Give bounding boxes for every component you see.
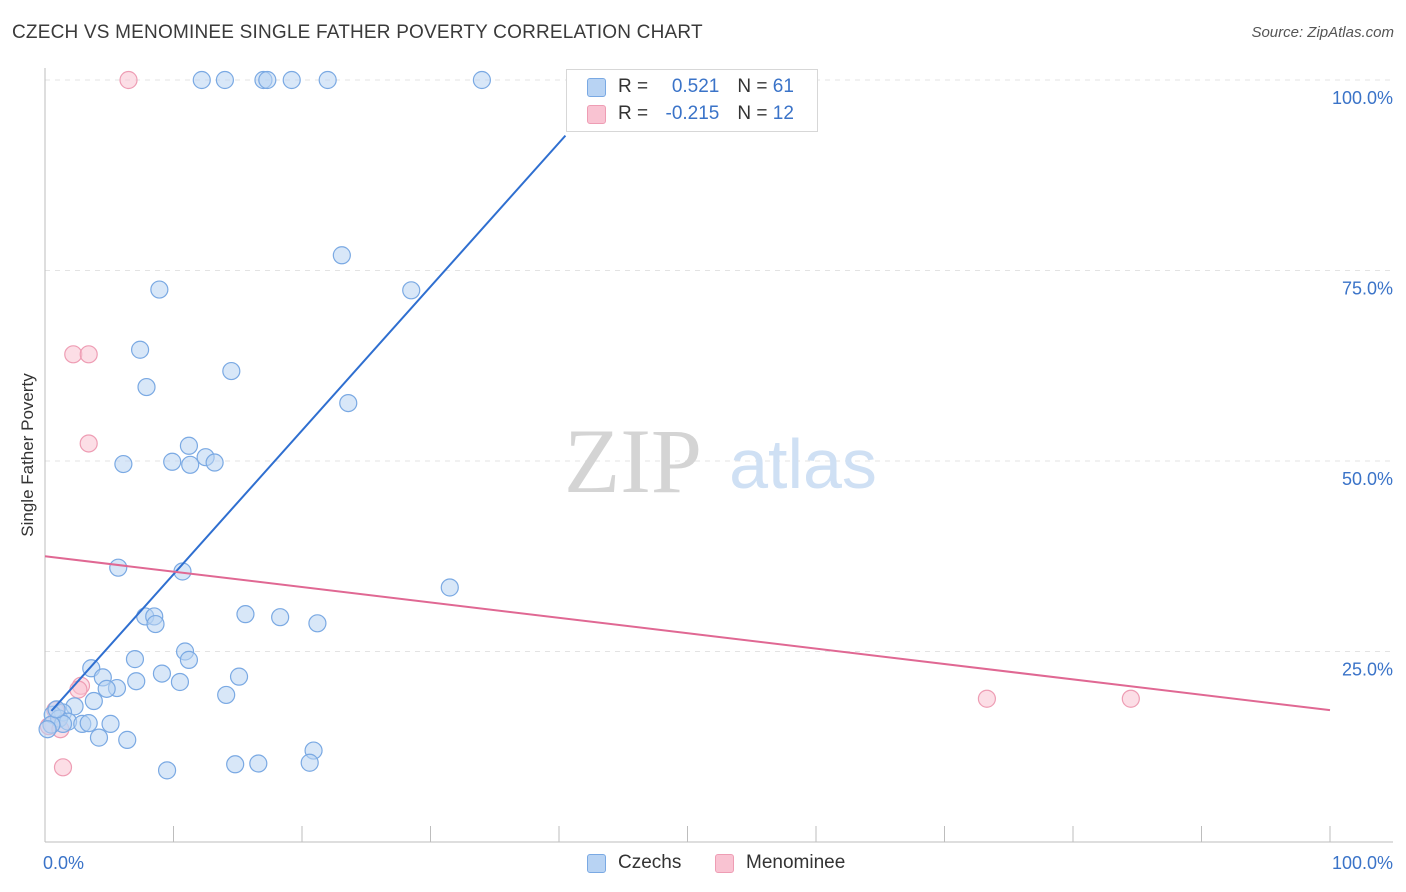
czechs-point	[157, 761, 177, 780]
czechs-point	[236, 605, 255, 624]
czechs-point	[79, 714, 98, 733]
menominee-legend-swatch	[715, 853, 734, 873]
x-tick-label-min: 0.0%	[43, 853, 84, 873]
bottom-legend-czechs: Czechs	[587, 852, 681, 874]
source-label: Source: ZipAtlas.com	[1251, 24, 1394, 41]
x-tick-label-max: 100.0%	[1332, 853, 1393, 873]
czechs-point	[472, 70, 491, 90]
czechs-point	[130, 340, 150, 359]
menominee-point	[119, 70, 138, 90]
czechs-point	[125, 650, 145, 669]
czechs-point	[258, 70, 277, 90]
czechs-point	[222, 361, 241, 381]
czechs-point	[137, 377, 156, 397]
axes	[44, 68, 1393, 843]
czechs-point	[282, 70, 301, 90]
menominee-point	[64, 345, 83, 364]
czechs-point	[402, 281, 421, 300]
legend-row-menominee: R = -0.215 N = 12	[587, 102, 794, 126]
czechs-point	[249, 754, 268, 773]
bottom-legend-menominee: Menominee	[715, 852, 845, 874]
czechs-trendline	[50, 134, 567, 712]
menominee-trendline	[44, 555, 1331, 712]
czechs-r-value: 0.521	[671, 76, 720, 97]
y-tick-label-100: 100.0%	[1332, 88, 1393, 108]
menominee-point	[1121, 689, 1140, 708]
czechs-point	[89, 728, 109, 747]
czechs-legend-label: Czechs	[618, 852, 682, 873]
czechs-point	[170, 672, 190, 692]
legend-row-czechs: R = 0.521 N = 61	[587, 75, 794, 99]
menominee-legend-label: Menominee	[746, 852, 846, 873]
czechs-point	[84, 691, 103, 711]
czechs-n-value: 61	[772, 76, 794, 97]
czechs-point	[127, 672, 146, 691]
y-tick-label-25: 25.0%	[1342, 660, 1393, 680]
menominee-point	[79, 345, 98, 364]
menominee-r-value: -0.215	[665, 103, 720, 124]
czechs-point	[339, 393, 358, 413]
menominee-point	[977, 689, 997, 708]
czechs-legend-swatch	[587, 853, 606, 873]
correlation-legend: R = 0.521 N = 61 R = -0.215 N = 12	[566, 69, 818, 132]
menominee-swatch	[587, 104, 606, 124]
czechs-point	[179, 436, 199, 455]
menominee-point	[69, 680, 88, 699]
y-tick-label-75: 75.0%	[1342, 279, 1393, 299]
czechs-point	[300, 753, 319, 772]
y-axis-label: Single Father Poverty	[18, 373, 37, 537]
czechs-r-label: R =	[618, 76, 654, 97]
czechs-point	[215, 70, 234, 90]
czechs-point	[226, 755, 245, 774]
trendlines	[44, 134, 1331, 712]
czechs-point	[318, 70, 337, 90]
menominee-n-value: 12	[772, 103, 794, 124]
czechs-point	[181, 455, 200, 474]
czechs-point	[150, 280, 169, 299]
czechs-point	[109, 558, 128, 577]
czechs-point	[179, 650, 199, 669]
czechs-point	[163, 452, 182, 471]
tick-labels: 25.0% 50.0% 75.0% 100.0% 0.0% 100.0%	[43, 88, 1393, 873]
czechs-point	[38, 720, 57, 739]
czechs-point	[152, 664, 172, 683]
y-tick-label-50: 50.0%	[1342, 469, 1393, 489]
menominee-r-label: R =	[618, 103, 654, 124]
menominee-point	[79, 434, 98, 453]
czechs-point	[308, 614, 327, 633]
czechs-n-label: N =	[737, 76, 773, 97]
czechs-point	[118, 730, 137, 749]
watermark-zip: ZIP	[564, 410, 702, 512]
czechs-point	[229, 667, 249, 686]
czechs-point	[192, 70, 211, 90]
czechs-point	[101, 714, 120, 733]
czechs-point	[205, 453, 224, 472]
menominee-n-label: N =	[737, 103, 773, 124]
czechs-swatch	[587, 77, 606, 97]
czechs-points	[38, 70, 491, 780]
czechs-point	[332, 246, 351, 265]
menominee-point	[53, 758, 73, 777]
watermark-atlas: atlas	[729, 425, 877, 503]
czechs-point	[97, 679, 116, 698]
czechs-point	[114, 454, 133, 474]
chart-title: CZECH VS MENOMINEE SINGLE FATHER POVERTY…	[12, 22, 703, 43]
czechs-point	[146, 614, 165, 634]
czechs-point	[440, 578, 459, 597]
czechs-point	[217, 685, 236, 705]
czechs-point	[271, 608, 290, 627]
grid-lines	[45, 79, 1393, 652]
czechs-point	[47, 700, 66, 719]
